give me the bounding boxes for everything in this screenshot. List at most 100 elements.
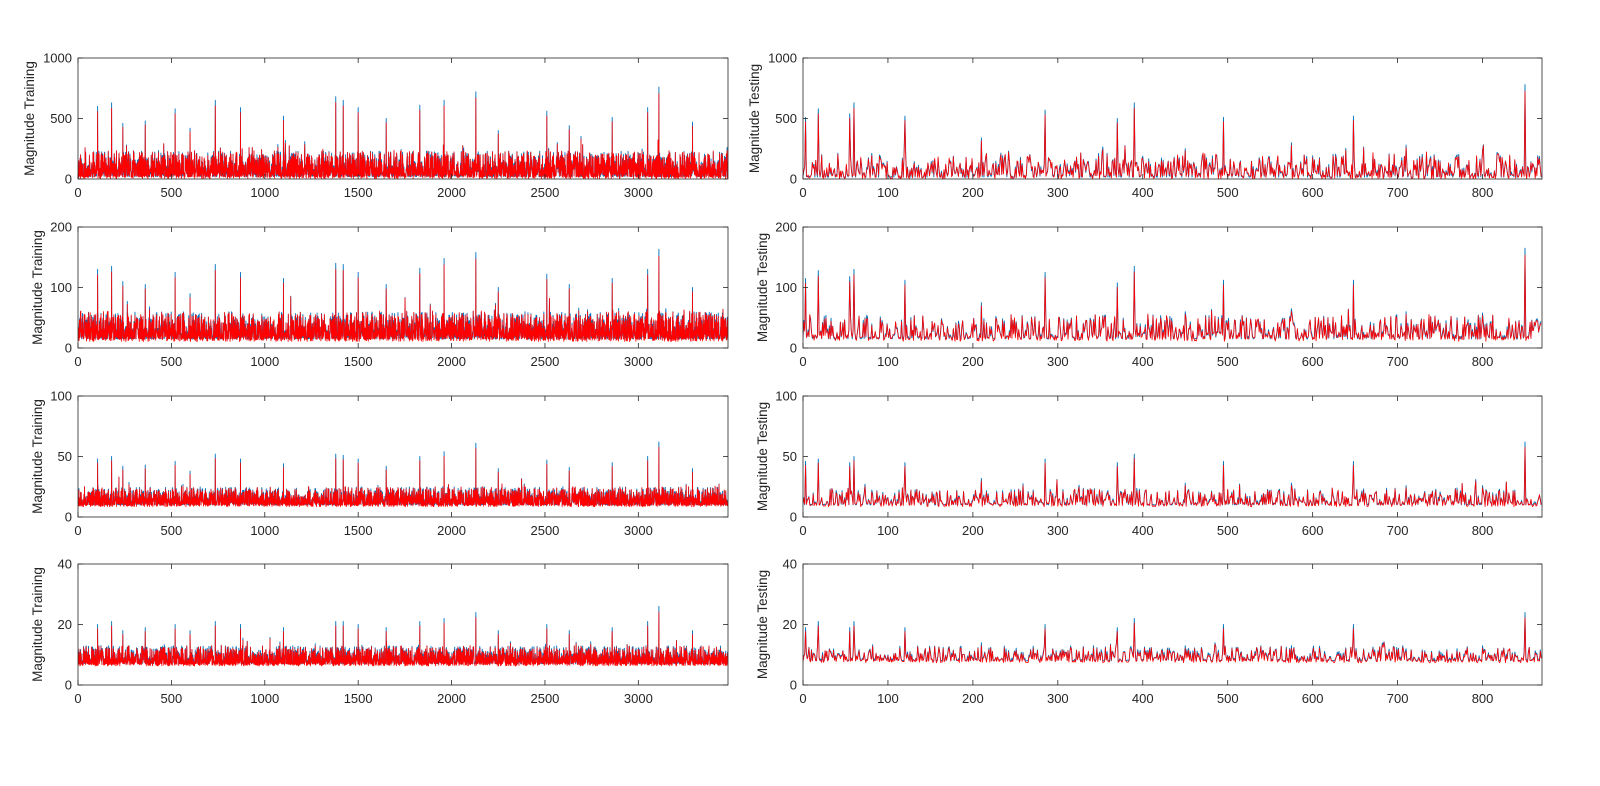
y-tick-label: 20 [783,617,797,632]
panels: 0 500 1000 1500 2000 2500 300005001000Magnitud… [22,51,1543,706]
y-tick-label: 50 [58,449,72,464]
x-tick-label: 2500 [530,354,559,369]
x-tick-label: 700 [1387,354,1409,369]
x-tick-label: 200 [962,185,984,200]
y-tick-label: 50 [783,449,797,464]
chart-panel-train-4: 0 500 1000 1500 2000 2500 3000 0 20 40 Magnitude T… [30,557,729,706]
y-tick-label: 500 [775,111,797,126]
x-tick-label: 0 [799,691,806,706]
x-tick-label: 500 [1217,523,1239,538]
x-tick-label: 2500 [530,691,559,706]
x-tick-label: 300 [1047,523,1069,538]
chart-panel-train-2: 0 500 1000 1500 2000 2500 3000 0 100 200 Magnitude… [30,220,729,369]
y-axis-label: Magnitude Testing [755,233,770,342]
y-tick-label: 40 [58,557,72,572]
x-tick-label: 600 [1302,691,1324,706]
y-tick-label: 200 [775,220,797,235]
x-tick-label: 2000 [437,354,466,369]
x-tick-label: 300 [1047,354,1069,369]
series-predicted-line [78,93,728,179]
x-tick-label: 400 [1132,691,1154,706]
x-tick-label: 500 [161,354,183,369]
x-tick-label: 3000 [624,523,653,538]
series-predicted-line [803,90,1542,179]
x-tick-label: 600 [1302,523,1324,538]
y-axis-label: Magnitude Training [30,399,45,514]
series-predicted-line [78,255,728,343]
series-predicted-line [803,446,1542,508]
series-predicted-line [803,254,1542,342]
chart-panel-train-3: 0 500 1000 1500 2000 2500 3000 0 50 100 Magnitude … [30,389,729,538]
series-predicted-line [78,446,728,508]
y-axis-label: Magnitude Testing [747,64,762,173]
y-tick-label: 100 [775,280,797,295]
y-tick-label: 0 [790,510,797,525]
y-axis-label: Magnitude Training [22,61,37,176]
x-tick-label: 0 [74,354,81,369]
y-axis-label: Magnitude Testing [755,402,770,511]
y-tick-label: 0 [65,510,72,525]
x-tick-label: 200 [962,691,984,706]
x-tick-label: 1500 [344,354,373,369]
y-tick-label: 0 [790,172,797,187]
x-tick-label: 800 [1472,691,1494,706]
x-tick-label: 1000 [250,354,279,369]
x-tick-label: 0 [74,185,81,200]
x-tick-label: 500 [161,523,183,538]
y-tick-label: 0 [65,172,72,187]
x-tick-label: 200 [962,354,984,369]
chart-panel-test-3: 0 100 200 300 400 500 600 700 800 0 50 100 Magnitude… [755,389,1543,538]
x-tick-label: 3000 [624,354,653,369]
y-tick-label: 100 [775,389,797,404]
y-tick-label: 0 [65,678,72,693]
chart-panel-test-1: 0 100 200 300 400 500 600 700 800 0 500 1000 Magnitu… [747,51,1543,200]
x-tick-label: 600 [1302,354,1324,369]
x-tick-label: 100 [877,691,899,706]
x-tick-label: 800 [1472,185,1494,200]
x-tick-label: 400 [1132,185,1154,200]
series-predicted-line [803,617,1542,664]
x-tick-label: 500 [1217,185,1239,200]
x-tick-label: 1000 [250,691,279,706]
x-tick-label: 2500 [530,523,559,538]
x-tick-label: 1000 [250,523,279,538]
x-tick-label: 1500 [344,691,373,706]
x-tick-label: 400 [1132,523,1154,538]
x-tick-label: 1500 [344,185,373,200]
chart-panel-test-2: 0 100 200 300 400 500 600 700 800 0 100 200 Magnitud… [755,220,1543,369]
x-tick-label: 1000 [250,185,279,200]
x-tick-label: 500 [1217,354,1239,369]
x-tick-label: 300 [1047,185,1069,200]
x-tick-label: 0 [799,185,806,200]
x-tick-label: 1500 [344,523,373,538]
x-tick-label: 2500 [530,185,559,200]
y-tick-label: 200 [50,220,72,235]
y-tick-label: 0 [65,341,72,356]
y-tick-label: 1000 [43,51,72,66]
x-tick-label: 600 [1302,185,1324,200]
x-tick-label: 3000 [624,185,653,200]
x-tick-label: 300 [1047,691,1069,706]
x-tick-label: 700 [1387,691,1409,706]
y-tick-label: 100 [50,389,72,404]
x-tick-label: 2000 [437,523,466,538]
x-tick-label: 3000 [624,691,653,706]
x-tick-label: 500 [161,185,183,200]
x-tick-label: 400 [1132,354,1154,369]
x-tick-label: 0 [74,523,81,538]
chart-panel-train-1: 0 500 1000 1500 2000 2500 3000 0 500 1000 Magnitud… [22,51,729,200]
y-tick-label: 100 [50,280,72,295]
y-tick-label: 500 [50,111,72,126]
x-tick-label: 500 [161,691,183,706]
x-tick-label: 100 [877,523,899,538]
x-tick-label: 800 [1472,523,1494,538]
y-tick-label: 0 [790,341,797,356]
y-axis-label: Magnitude Training [30,567,45,682]
x-tick-label: 800 [1472,354,1494,369]
x-tick-label: 2000 [437,691,466,706]
series-predicted-line [78,611,728,667]
x-tick-label: 0 [74,691,81,706]
y-tick-label: 1000 [768,51,797,66]
x-tick-label: 0 [799,354,806,369]
